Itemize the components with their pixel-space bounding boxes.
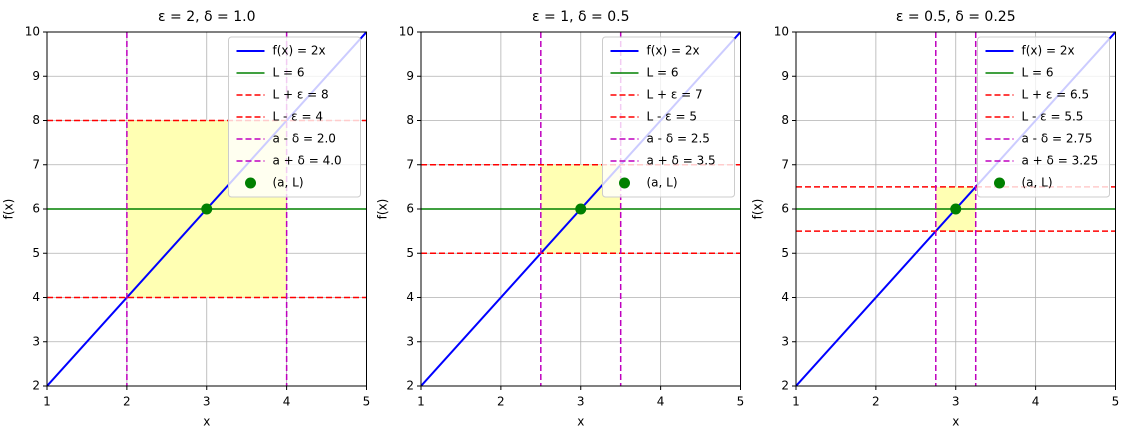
x-tick-label: 2 [497, 395, 505, 409]
y-tick-label: 3 [781, 334, 789, 348]
legend-label: L - ε = 4 [273, 110, 323, 124]
legend-box [228, 36, 361, 198]
x-tick-label: 3 [577, 395, 585, 409]
legend-marker [994, 177, 1005, 189]
legend-marker [245, 177, 256, 189]
legend-label: f(x) = 2x [273, 44, 326, 58]
y-tick-label: 2 [781, 379, 789, 393]
y-tick-label: 4 [32, 290, 40, 304]
x-tick-label: 1 [417, 395, 425, 409]
legend-box [602, 36, 735, 198]
legend-label: a - δ = 2.75 [1022, 132, 1093, 146]
chart-title: ε = 2, δ = 1.0 [158, 9, 255, 25]
y-tick-label: 6 [406, 202, 414, 216]
legend-label: (a, L) [1022, 176, 1053, 190]
y-tick-label: 8 [781, 113, 789, 127]
x-axis-label: x [577, 415, 584, 429]
legend-box [977, 36, 1110, 198]
y-tick-label: 4 [406, 290, 414, 304]
y-tick-label: 8 [406, 113, 414, 127]
legend-label: L + ε = 6.5 [1022, 88, 1090, 102]
legend-label: a + δ = 4.0 [273, 154, 342, 168]
x-tick-label: 3 [203, 395, 211, 409]
x-tick-label: 2 [123, 395, 131, 409]
y-tick-label: 7 [781, 157, 789, 171]
x-tick-label: 1 [43, 395, 51, 409]
y-tick-label: 2 [406, 379, 414, 393]
y-tick-label: 10 [774, 25, 789, 39]
legend-label: (a, L) [273, 176, 304, 190]
x-tick-label: 5 [363, 395, 371, 409]
x-axis-label: x [952, 415, 959, 429]
y-tick-label: 10 [399, 25, 414, 39]
y-tick-label: 7 [406, 157, 414, 171]
point [575, 203, 587, 215]
legend-label: (a, L) [647, 176, 678, 190]
legend-label: a + δ = 3.25 [1022, 154, 1099, 168]
x-tick-label: 4 [657, 395, 665, 409]
legend-label: f(x) = 2x [1022, 44, 1075, 58]
legend-label: f(x) = 2x [647, 44, 700, 58]
chart-title: ε = 0.5, δ = 0.25 [896, 9, 1016, 25]
y-tick-label: 3 [406, 334, 414, 348]
y-tick-label: 8 [32, 113, 40, 127]
legend-label: L = 6 [273, 66, 305, 80]
axes-frame [46, 31, 367, 387]
point [950, 203, 962, 215]
y-axis-label: f(x) [751, 199, 765, 220]
y-axis-label: f(x) [2, 199, 16, 220]
y-tick-label: 5 [406, 246, 414, 260]
y-tick-label: 10 [25, 25, 40, 39]
axes-frame [420, 31, 741, 387]
y-tick-label: 9 [781, 69, 789, 83]
x-tick-label: 3 [952, 395, 960, 409]
legend-label: L = 6 [647, 66, 679, 80]
x-tick-label: 2 [872, 395, 880, 409]
legend-label: a - δ = 2.0 [273, 132, 336, 146]
legend-label: a + δ = 3.5 [647, 154, 716, 168]
x-tick-label: 5 [1112, 395, 1120, 409]
legend-label: L = 6 [1022, 66, 1054, 80]
y-tick-label: 9 [406, 69, 414, 83]
y-tick-label: 4 [781, 290, 789, 304]
x-axis-label: x [203, 415, 210, 429]
y-tick-label: 5 [781, 246, 789, 260]
x-tick-label: 4 [1032, 395, 1040, 409]
legend-label: L + ε = 7 [647, 88, 703, 102]
y-tick-label: 9 [32, 69, 40, 83]
y-tick-label: 3 [32, 334, 40, 348]
y-tick-label: 5 [32, 246, 40, 260]
y-tick-label: 6 [32, 202, 40, 216]
legend-label: L - ε = 5 [647, 110, 697, 124]
chart-title: ε = 1, δ = 0.5 [532, 9, 629, 25]
x-tick-label: 4 [283, 395, 291, 409]
legend-marker [619, 177, 630, 189]
point [201, 203, 213, 215]
y-tick-label: 7 [32, 157, 40, 171]
x-tick-label: 1 [792, 395, 800, 409]
legend-label: a - δ = 2.5 [647, 132, 710, 146]
x-tick-label: 5 [737, 395, 745, 409]
axes-frame [795, 31, 1116, 387]
legend-label: L - ε = 5.5 [1022, 110, 1084, 124]
y-axis-label: f(x) [376, 199, 390, 220]
y-tick-label: 2 [32, 379, 40, 393]
y-tick-label: 6 [781, 202, 789, 216]
legend-label: L + ε = 8 [273, 88, 329, 102]
